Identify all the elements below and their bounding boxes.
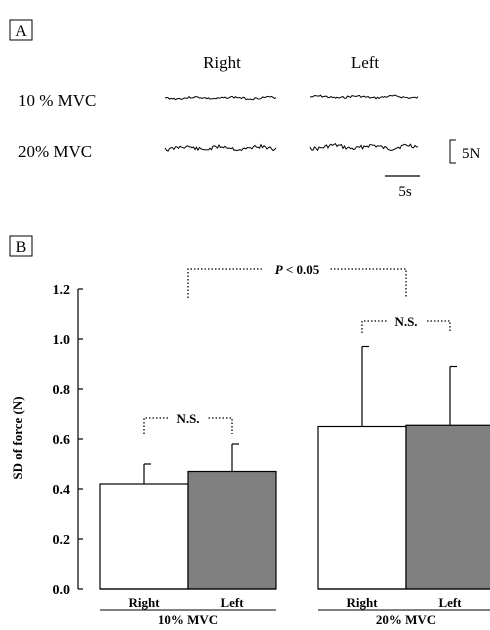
trace-20-right [164,143,277,152]
ns-10-label-bg [169,409,207,427]
p-value-label: P < 0.05 [275,262,320,277]
category-label: Right [128,595,160,610]
group-label: 10% MVC [158,612,218,627]
y-tick-label: 0.4 [53,483,71,498]
category-label: Left [220,595,244,610]
bar [405,424,490,590]
category-label: Left [438,595,462,610]
trace-col-right: Right [203,53,241,72]
force-scale-label: 5N [462,146,481,162]
ns-20-label-bg [387,312,425,330]
y-tick-label: 1.0 [53,333,71,348]
y-tick-label: 0.0 [53,583,71,598]
ns-10-label: N.S. [176,411,199,426]
ns-20-label: N.S. [394,314,417,329]
trace-row-10: 10 % MVC [18,91,96,110]
y-tick-label: 0.6 [53,433,71,448]
panel-a: A Right Left 10 % MVC 20% MVC 5N 5s [9,19,481,200]
time-scale-label: 5s [398,184,412,200]
panel-b-label: B [16,239,27,256]
panel-a-label-box [9,19,33,41]
force-scale-bar [449,139,456,164]
bar [99,483,189,590]
trace-10-right [164,95,277,101]
bar [187,470,277,590]
y-axis: 0.0 0.2 0.4 0.6 0.8 1.0 1.2 [53,283,83,598]
category-label: Right [346,595,378,610]
panel-b-label-box [9,235,33,257]
trace-10-left [309,94,419,100]
trace-row-20: 20% MVC [18,142,92,161]
y-axis-label: SD of force (N) [10,396,25,479]
trace-col-left: Left [351,53,380,72]
panel-a-label: A [15,23,27,40]
bar [317,425,407,590]
p-value-label-bg [264,260,330,278]
group-label: 20% MVC [376,612,436,627]
trace-20-left [309,143,419,152]
significance-annotations: P < 0.05 N.S. N.S. [143,260,451,434]
y-tick-label: 0.2 [53,533,71,548]
y-tick-label: 1.2 [53,283,71,298]
panel-b: B SD of force (N) 0.00.20.40.60.81.01.2 … [9,235,490,627]
y-tick-label: 0.8 [53,383,71,398]
bars [99,345,490,590]
